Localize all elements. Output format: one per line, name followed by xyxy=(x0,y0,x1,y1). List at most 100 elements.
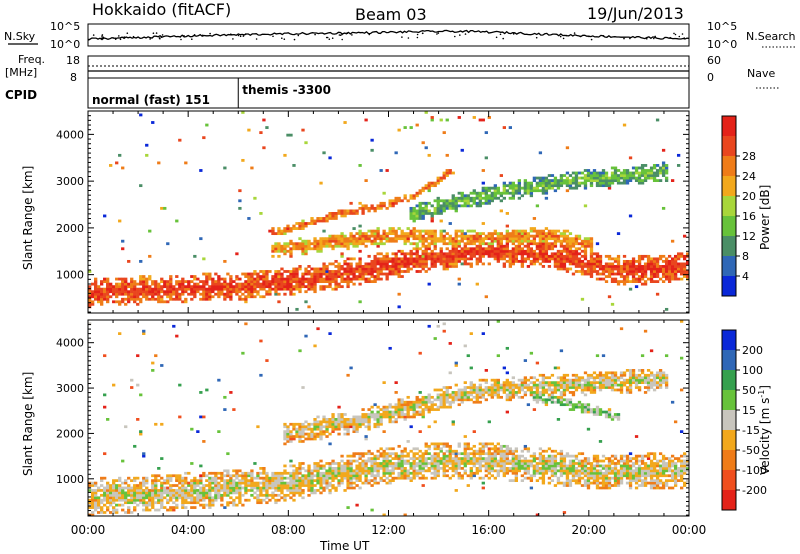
echo-cell xyxy=(286,484,290,487)
echo-cell xyxy=(139,432,143,436)
echo-cell xyxy=(418,214,422,218)
echo-cell xyxy=(427,252,431,256)
echo-cell xyxy=(205,287,209,291)
echo-cell xyxy=(538,257,543,261)
echo-cell xyxy=(337,234,341,238)
echo-cell xyxy=(127,476,131,480)
echo-cell xyxy=(364,420,368,424)
echo-cell xyxy=(319,267,323,271)
echo-cell xyxy=(223,277,227,281)
echo-cell xyxy=(418,457,422,460)
echo-cell xyxy=(220,493,224,497)
echo-cell xyxy=(493,462,497,465)
echo-cell xyxy=(559,174,564,177)
echo-cell xyxy=(481,444,485,448)
echo-cell xyxy=(577,257,582,261)
echo-cell xyxy=(322,489,326,492)
nsearch-point xyxy=(101,35,103,37)
echo-cell xyxy=(247,489,251,492)
echo-cell xyxy=(526,184,531,188)
echo-cell xyxy=(424,229,428,233)
echo-cell xyxy=(532,179,537,182)
echo-cell xyxy=(106,508,110,512)
echo-cell xyxy=(412,452,416,456)
echo-cell xyxy=(643,179,648,182)
echo-cell xyxy=(340,272,344,276)
echo-cell xyxy=(622,259,627,263)
echo-cell xyxy=(415,474,419,478)
echo-cell xyxy=(337,275,341,278)
echo-cell xyxy=(385,259,389,263)
echo-cell xyxy=(142,452,146,456)
echo-cell xyxy=(193,496,197,500)
echo-cell xyxy=(307,277,311,281)
nsearch-trace xyxy=(88,32,685,41)
echo-cell xyxy=(334,474,338,478)
echo-cell xyxy=(187,496,191,500)
echo-cell xyxy=(586,171,591,175)
echo-cell xyxy=(553,239,558,243)
echo-cell xyxy=(265,471,269,475)
echo-cell xyxy=(355,425,359,429)
echo-cell xyxy=(301,440,305,443)
echo-cell xyxy=(418,191,422,195)
echo-cell xyxy=(652,275,657,278)
echo-cell xyxy=(130,479,134,482)
echo-cell xyxy=(370,229,374,233)
echo-cell xyxy=(265,484,269,487)
echo-cell xyxy=(253,476,257,480)
echo-cell xyxy=(424,201,428,205)
echo-cell xyxy=(103,503,107,507)
echo-cell xyxy=(127,498,131,502)
echo-cell xyxy=(595,242,600,246)
echo-cell xyxy=(517,179,522,182)
echo-cell xyxy=(286,476,290,480)
echo-cell xyxy=(469,247,473,251)
echo-cell xyxy=(451,259,455,263)
echo-cell xyxy=(283,432,287,436)
echo-cell xyxy=(637,270,642,273)
echo-cell xyxy=(370,265,374,268)
echo-cell xyxy=(199,486,203,490)
echo-cell xyxy=(520,194,525,198)
freq-tick-low: 8 xyxy=(70,71,77,84)
echo-cell xyxy=(481,247,485,251)
echo-cell xyxy=(265,292,269,296)
echo-cell xyxy=(406,199,410,203)
echo-cell xyxy=(376,242,380,246)
echo-cell xyxy=(607,262,612,266)
echo-cell xyxy=(472,229,476,233)
echo-cell xyxy=(295,287,299,291)
echo-cell xyxy=(430,262,434,266)
echo-cell xyxy=(313,219,317,223)
echo-cell xyxy=(424,244,428,248)
nsearch-point xyxy=(161,34,164,36)
echo-cell xyxy=(388,469,392,473)
echo-cell xyxy=(613,169,618,172)
echo-cell xyxy=(292,242,296,246)
echo-cell xyxy=(412,459,416,463)
echo-cell xyxy=(271,496,275,500)
echo-cell xyxy=(640,179,645,182)
echo-cell xyxy=(676,262,681,266)
echo-cell xyxy=(454,237,458,241)
echo-cell xyxy=(511,242,515,246)
echo-cell xyxy=(103,277,107,281)
echo-cell xyxy=(418,201,422,205)
echo-cell xyxy=(658,169,663,172)
echo-cell xyxy=(463,444,467,448)
echo-cell xyxy=(169,508,173,512)
echo-cell xyxy=(409,400,413,404)
echo-cell xyxy=(496,232,500,236)
echo-cell xyxy=(253,295,257,299)
echo-cell xyxy=(415,413,419,416)
echo-cell xyxy=(109,287,113,291)
echo-cell xyxy=(169,486,173,490)
echo-cell xyxy=(556,186,561,190)
echo-cell xyxy=(466,457,470,460)
echo-cell xyxy=(250,292,254,296)
echo-cell xyxy=(388,418,392,421)
echo-cell xyxy=(544,186,549,190)
echo-cell xyxy=(283,232,287,236)
echo-cell xyxy=(460,229,464,233)
